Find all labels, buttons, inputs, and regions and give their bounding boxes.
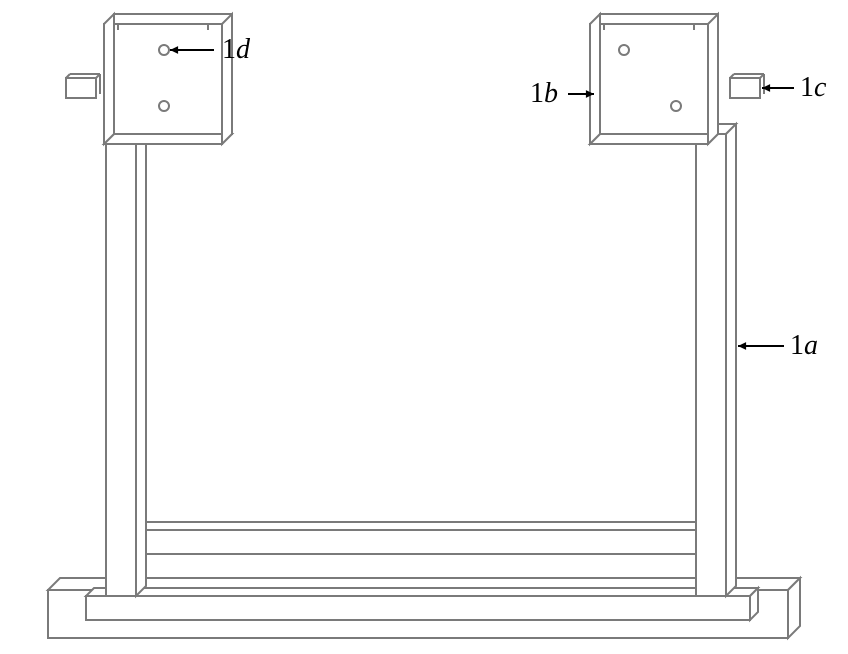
diagram-stage: 1d 1b 1c 1a xyxy=(0,0,848,654)
bracket-left xyxy=(104,14,232,144)
base-inner-frame xyxy=(86,588,758,620)
post-left xyxy=(106,124,146,596)
arrowhead-icon xyxy=(738,342,746,350)
label-1a-let: a xyxy=(804,330,818,361)
label-1b: 1b xyxy=(530,78,558,110)
pin-left xyxy=(66,74,100,98)
label-1d-num: 1 xyxy=(222,34,236,65)
bracket-right xyxy=(590,14,718,144)
label-1b-let: b xyxy=(544,78,558,109)
label-1c-num: 1 xyxy=(800,72,814,103)
post-right xyxy=(696,124,736,596)
label-1a-num: 1 xyxy=(790,330,804,361)
label-1a: 1a xyxy=(790,330,818,362)
label-1d: 1d xyxy=(222,34,250,66)
crossbar xyxy=(136,522,704,554)
pin-right xyxy=(730,74,764,98)
label-1d-let: d xyxy=(236,34,250,65)
label-1c: 1c xyxy=(800,72,826,104)
diagram-svg xyxy=(0,0,848,654)
label-1b-num: 1 xyxy=(530,78,544,109)
label-1c-let: c xyxy=(814,72,826,103)
